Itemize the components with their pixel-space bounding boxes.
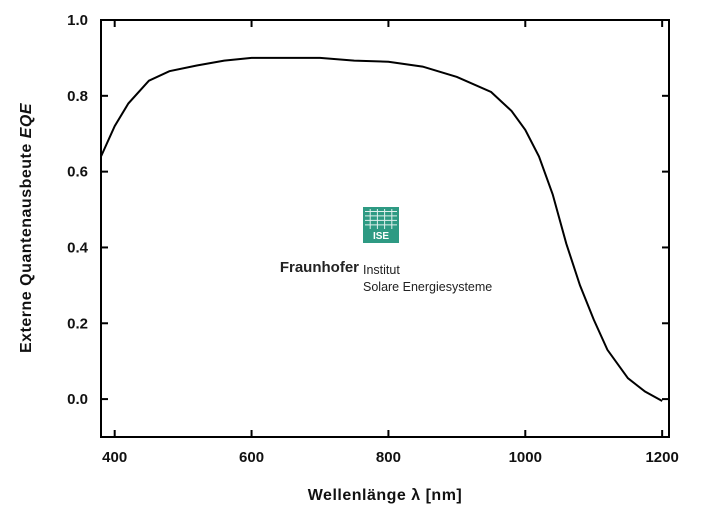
logo-line1: Institut [363,263,400,277]
x-tick-label: 1000 [509,449,542,466]
y-tick-label: 0.2 [67,315,88,332]
logo-line2: Solare Energiesysteme [363,280,492,294]
logo-badge: ISE [363,207,399,243]
series-line [100,56,663,402]
y-axis-label-symbol: EQE [18,102,35,138]
y-axis-ticks: 0.0 0.2 0.4 0.6 0.8 1.0 [67,12,669,408]
y-tick-label: 0.8 [67,88,88,105]
x-tick-label: 800 [376,449,401,466]
x-tick-label: 400 [102,449,127,466]
y-tick-label: 0.6 [67,164,88,181]
y-tick-label: 0.0 [67,391,88,408]
logo-brand: Fraunhofer [280,259,359,276]
x-tick-label: 1200 [645,449,678,466]
fraunhofer-logo: ISE Fraunhofer Institut Solare Energiesy… [280,207,492,294]
x-axis-label-symbol: λ [411,487,420,504]
y-axis-label: Externe Quantenausbeute EQE [18,102,35,353]
x-axis-ticks: 400 600 800 1000 1200 [102,20,679,466]
y-tick-label: 0.4 [67,239,89,256]
plot-frame [100,19,670,438]
x-tick-label: 600 [239,449,264,466]
x-axis-label-prefix: Wellenlänge [308,487,412,504]
x-axis-label-suffix: [nm] [421,487,463,504]
y-axis-label-prefix: Externe Quantenausbeute [18,138,35,353]
y-tick-label: 1.0 [67,12,88,29]
x-axis-label: Wellenlänge λ [nm] [308,487,463,504]
logo-badge-text: ISE [373,231,389,242]
